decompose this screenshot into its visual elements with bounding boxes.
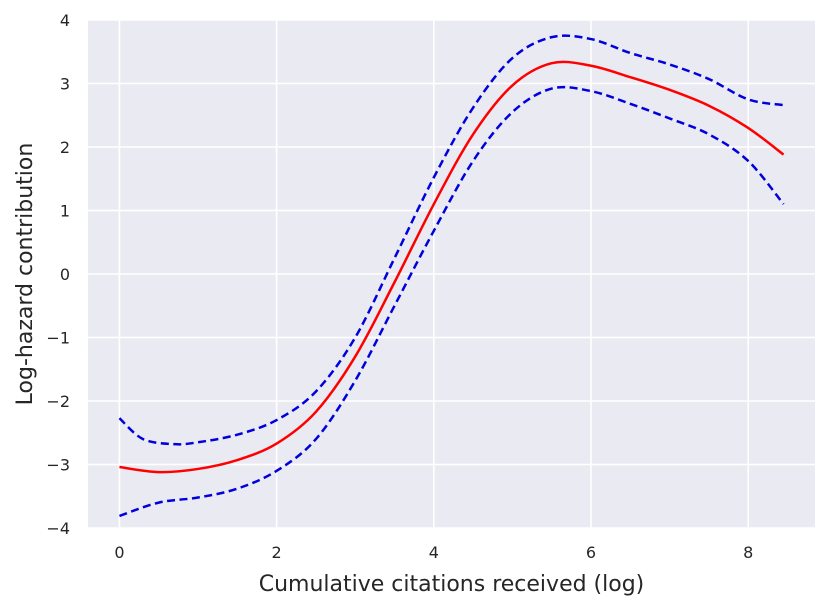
lower-bound-line (119, 85, 785, 518)
x-tick-label: 2 (272, 543, 282, 562)
series-group (118, 34, 785, 518)
y-tick-label: 3 (60, 75, 70, 94)
x-tick-label: 0 (114, 543, 124, 562)
estimate-line (119, 60, 785, 474)
y-tick-label: −2 (46, 392, 70, 411)
y-tick-labels: −4 −3 −2 −1 0 1 2 3 4 (46, 11, 70, 538)
grid-lines (88, 19, 815, 529)
x-axis-label: Cumulative citations received (log) (259, 572, 645, 597)
y-tick-label: −4 (46, 519, 70, 538)
x-tick-label: 6 (586, 543, 596, 562)
y-tick-label: 1 (60, 202, 70, 221)
y-axis-label: Log-hazard contribution (13, 143, 38, 406)
x-tick-label: 8 (743, 543, 753, 562)
x-tick-labels: 0 2 4 6 8 (114, 543, 753, 562)
upper-bound-line (118, 34, 784, 446)
y-tick-label: −3 (46, 456, 70, 475)
y-tick-label: −1 (46, 329, 70, 348)
y-tick-label: 2 (60, 138, 70, 157)
y-tick-label: 0 (60, 265, 70, 284)
x-tick-label: 4 (429, 543, 439, 562)
y-tick-label: 4 (60, 11, 70, 30)
